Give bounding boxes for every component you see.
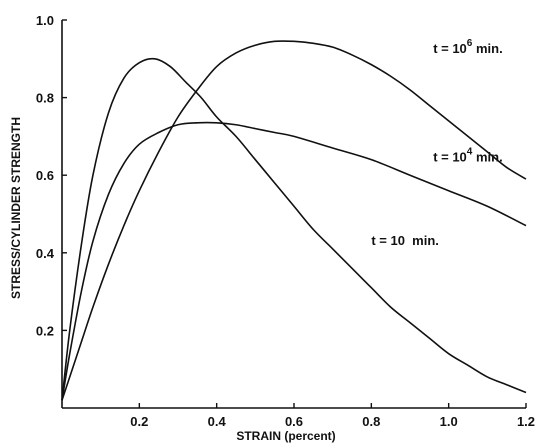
y-tick-label: 0.4 [36,246,55,261]
curve-label-unit: min. [405,233,439,248]
curve-label: t = 104 min. [433,147,503,165]
curve-label-unit: min. [472,150,502,165]
annotations: t = 106 min.t = 104 min.t = 10 min. [371,38,502,248]
axes: 0.2 0.4 0.6 0.8 1.0 1.2 0.2 0.4 0.6 0.8 1.0 [36,13,535,429]
curve-label: t = 10 min. [371,233,439,248]
y-tick-label: 0.2 [36,323,54,338]
curve-label-unit: min. [472,41,502,56]
x-tick-label: 0.2 [130,414,148,429]
curve-t-10-min [61,57,527,401]
curve-label-base: t = 10 [433,150,467,165]
x-axis-label: STRAIN (percent) [236,429,335,443]
x-tick-label: 1.0 [440,414,458,429]
y-tick-label: 0.6 [36,168,54,183]
curve-t-10e6-min [61,40,527,401]
y-tick-label: 1.0 [36,13,54,28]
y-axis-label: STRESS/CYLINDER STRENGTH [9,117,23,299]
x-tick-label: 0.6 [285,414,303,429]
curve-label-exponent: 6 [467,38,473,49]
curve-label-base: t = 10 [433,41,467,56]
curve-label-exponent: 4 [467,147,473,158]
curve-t-10e4-min [61,121,527,401]
curve-label: t = 106 min. [433,38,503,56]
curve-label-base: t = 10 [371,233,405,248]
x-tick-label: 0.8 [362,414,380,429]
y-tick-label: 0.8 [36,91,54,106]
x-tick-label: 1.2 [517,414,535,429]
curves [61,40,527,401]
x-tick-label: 0.4 [208,414,227,429]
